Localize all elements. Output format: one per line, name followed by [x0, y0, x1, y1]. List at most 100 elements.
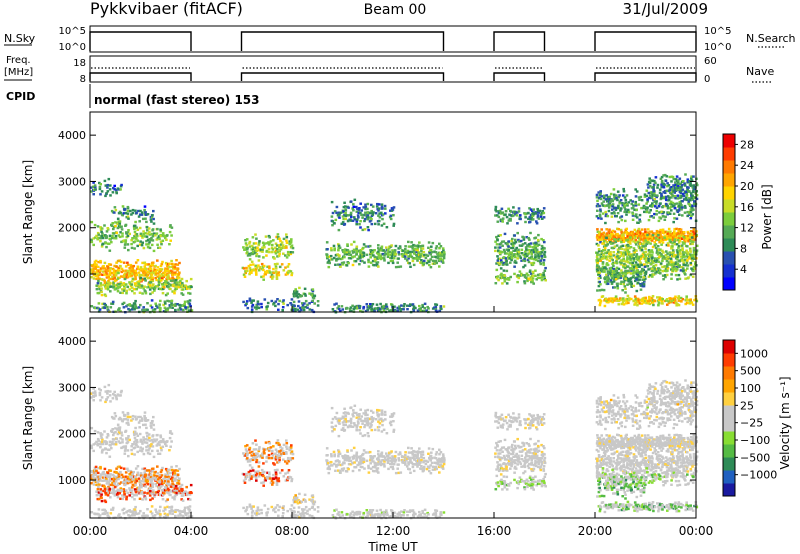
- velocity-cell-141: [99, 389, 102, 392]
- power-cell-2784: [609, 250, 612, 254]
- power-cell-3198: [596, 203, 600, 206]
- power-cell-241: [118, 220, 122, 223]
- power-cell-2284: [536, 214, 540, 217]
- power-cell-396: [130, 213, 133, 216]
- power-cell-42: [131, 304, 135, 308]
- power-cell-359: [163, 234, 166, 237]
- velocity-cell-298: [140, 450, 144, 453]
- power-cell-2: [94, 306, 97, 310]
- power-cell-312: [146, 232, 149, 235]
- power-cell-2746: [602, 248, 605, 252]
- power-cell-1941: [419, 307, 423, 310]
- power-cell-3955: [692, 190, 695, 194]
- power-cell-4021: [627, 269, 630, 273]
- power-cell-3290: [621, 204, 625, 207]
- power-cell-2541: [646, 238, 649, 241]
- velocity-cell-480: [103, 473, 107, 476]
- power-cell-3096: [676, 258, 679, 261]
- velocity-cell-600: [136, 486, 139, 490]
- power-cell-985: [245, 248, 249, 251]
- power-cell-2251: [518, 215, 522, 219]
- power-cell-1362: [343, 251, 346, 254]
- power-cell-1858: [358, 306, 361, 310]
- velocity-cell-479: [103, 476, 107, 479]
- power-cell-723: [165, 263, 169, 266]
- power-cell-2247: [516, 211, 519, 214]
- power-cell-696: [158, 268, 162, 271]
- power-cell-1656: [439, 258, 442, 261]
- power-cell-2949: [644, 239, 647, 242]
- power-cell-1737: [356, 218, 359, 221]
- power-cell-3602: [630, 285, 633, 288]
- power-cell-3749: [660, 299, 664, 303]
- power-cell-667: [151, 277, 154, 281]
- power-cell-205: [105, 230, 109, 233]
- velocity-cell-459: [98, 483, 101, 486]
- power-cell-3781: [677, 295, 681, 298]
- power-cell-193: [100, 227, 104, 230]
- power-cell-3874: [670, 186, 673, 189]
- power-cell-920: [167, 285, 170, 289]
- power-cell-2273: [531, 218, 535, 221]
- power-cell-1372: [346, 243, 349, 246]
- velocity-cell-99: [174, 514, 177, 518]
- power-cell-881: [149, 292, 152, 296]
- power-cell-2152: [533, 244, 537, 247]
- power-cell-3493: [690, 214, 693, 217]
- power-cell-305: [144, 235, 147, 238]
- power-cell-2096: [523, 264, 527, 267]
- velocity-cell-454: [96, 471, 100, 475]
- power-cell-3863: [666, 185, 669, 188]
- power-cell-1347: [338, 263, 342, 266]
- velocity-cell-143: [103, 385, 107, 389]
- power-cell-2360: [538, 276, 541, 280]
- power-cell-4062: [650, 269, 654, 273]
- power-cell-2993: [654, 243, 658, 246]
- velocity-cell-15: [106, 511, 109, 515]
- power-cell-2986: [651, 234, 655, 237]
- power-cell-1453: [376, 261, 380, 264]
- power-cell-252: [124, 241, 127, 244]
- power-cell-4077: [658, 268, 662, 272]
- power-cell-2797: [613, 261, 617, 264]
- power-cell-3427: [668, 212, 672, 215]
- power-cell-3503: [693, 202, 696, 205]
- power-cell-2225: [505, 215, 509, 219]
- power-cell-884: [149, 284, 152, 287]
- power-cell-2406: [606, 234, 610, 238]
- power-cell-1186: [286, 272, 289, 276]
- power-cell-3008: [657, 234, 660, 237]
- power-cell-1388: [352, 240, 356, 244]
- velocity-cell-504: [109, 473, 112, 476]
- power-cell-2439: [616, 227, 619, 230]
- power-cell-1993: [499, 242, 503, 245]
- power-cell-2978: [650, 259, 654, 263]
- power-cell-1866: [366, 308, 370, 311]
- power-cell-172: [92, 237, 96, 240]
- power-cell-1196: [244, 304, 247, 307]
- power-cell-894: [154, 285, 158, 288]
- velocity-cell-274: [133, 433, 136, 437]
- power-cell-4093: [670, 277, 673, 280]
- power-cell-1532: [404, 257, 407, 260]
- power-cell-1006: [254, 251, 257, 255]
- velocity-cell-690: [158, 480, 161, 483]
- power-cell-3807: [646, 183, 650, 186]
- power-cell-921: [167, 283, 171, 286]
- velocity-cell-326: [150, 426, 153, 429]
- velocity-cell-363: [166, 440, 169, 443]
- velocity-cell-676: [154, 474, 157, 478]
- velocity-cell-478: [103, 479, 107, 482]
- power-cell-1999: [501, 244, 504, 247]
- power-cell-1478: [384, 252, 388, 256]
- power-cell-1469: [380, 256, 384, 260]
- velocity-cell-576: [130, 486, 134, 489]
- power-cell-3209: [599, 210, 602, 213]
- power-cell-2073: [516, 231, 519, 235]
- power-cell-2324: [516, 280, 519, 284]
- velocity-cell-726: [167, 480, 170, 483]
- power-cell-1517: [397, 251, 400, 254]
- power-cell-136: [94, 188, 97, 191]
- power-cell-1269: [310, 308, 314, 312]
- power-cell-3941: [688, 179, 691, 183]
